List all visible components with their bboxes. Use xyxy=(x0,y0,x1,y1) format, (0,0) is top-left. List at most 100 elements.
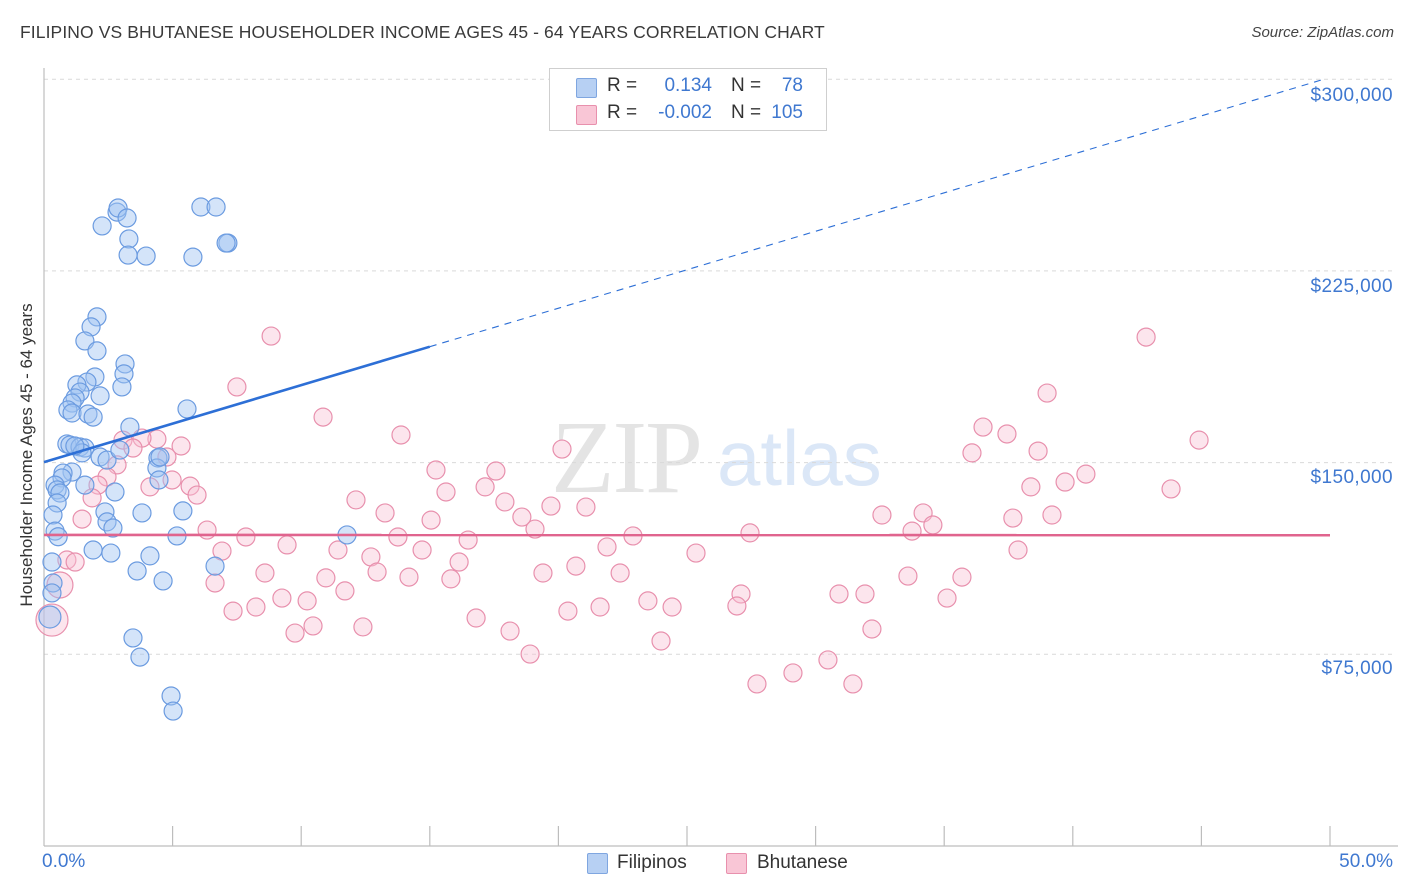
bhutanese-point xyxy=(566,556,586,576)
bhutanese-point xyxy=(747,674,767,694)
bhutanese-point xyxy=(610,563,630,583)
bhutanese-point xyxy=(353,617,373,637)
bhutanese-point xyxy=(328,540,348,560)
filipinos-points xyxy=(38,197,357,721)
bhutanese-point xyxy=(862,619,882,639)
y-tick-label-225000: $225,000 xyxy=(1310,276,1393,297)
bhutanese-point xyxy=(829,584,849,604)
filipinos-point xyxy=(47,480,67,500)
bhutanese-point xyxy=(375,503,395,523)
bhutanese-point xyxy=(872,505,892,525)
legend-r-label: R = xyxy=(607,102,638,123)
filipinos-point xyxy=(42,583,62,603)
bhutanese-point xyxy=(272,588,292,608)
chart-title: FILIPINO VS BHUTANESE HOUSEHOLDER INCOME… xyxy=(20,22,825,42)
filipinos-point xyxy=(103,518,123,538)
filipinos-regression-line xyxy=(43,345,431,464)
bhutanese-point xyxy=(236,527,256,547)
filipinos-point xyxy=(65,388,85,408)
bhutanese-point xyxy=(261,326,281,346)
bhutanese-point xyxy=(197,520,217,540)
filipinos-point xyxy=(117,208,137,228)
filipinos-point xyxy=(136,246,156,266)
bhutanese-point xyxy=(255,563,275,583)
bhutanese-point xyxy=(466,608,486,628)
filipinos-point xyxy=(87,341,107,361)
bhutanese-point xyxy=(1189,430,1209,450)
filipinos-point xyxy=(75,475,95,495)
filipinos-point xyxy=(153,571,173,591)
bhutanese-point xyxy=(973,417,993,437)
bhutanese-point xyxy=(662,597,682,617)
x-max-label: 50.0% xyxy=(1339,851,1393,872)
bhutanese-point xyxy=(388,527,408,547)
filipinos-point xyxy=(62,403,82,423)
filipinos-point xyxy=(87,307,107,327)
filipinos-point xyxy=(112,377,132,397)
bhutanese-point xyxy=(187,485,207,505)
filipinos-point xyxy=(43,505,63,525)
bhutanese-point xyxy=(576,497,596,517)
filipinos-point xyxy=(101,543,121,563)
bhutanese-point xyxy=(1055,472,1075,492)
bhutanese-point xyxy=(590,597,610,617)
filipinos-point xyxy=(48,527,68,547)
legend-r-label: R = xyxy=(607,75,638,96)
bhutanese-point xyxy=(843,674,863,694)
bhutanese-point xyxy=(902,521,922,541)
y-tick-label-75000: $75,000 xyxy=(1321,658,1393,679)
source-label: Source: ZipAtlas.com xyxy=(1251,24,1394,41)
bhutanese-point xyxy=(727,596,747,616)
filipinos-point xyxy=(140,546,160,566)
bhutanese-point xyxy=(1076,464,1096,484)
bhutanese-point xyxy=(552,439,572,459)
filipinos-point xyxy=(38,605,62,629)
bhutanese-point xyxy=(520,644,540,664)
filipinos-point xyxy=(42,552,62,572)
filipinos-point xyxy=(110,440,130,460)
filipinos-point xyxy=(92,216,112,236)
filipinos-point xyxy=(83,407,103,427)
filipinos-point xyxy=(130,647,150,667)
bhutanese-point xyxy=(246,597,266,617)
bhutanese-point xyxy=(65,552,85,572)
bhutanese-point xyxy=(1003,508,1023,528)
bhutanese-point xyxy=(346,490,366,510)
bhutanese-point xyxy=(223,601,243,621)
filipinos-point xyxy=(115,354,135,374)
bhutanese-point xyxy=(486,461,506,481)
bhutanese-point xyxy=(495,492,515,512)
bhutanese-swatch-icon xyxy=(576,105,597,125)
bhutanese-point xyxy=(303,616,323,636)
watermark-atlas: atlas xyxy=(717,414,882,502)
bhutanese-point xyxy=(449,552,469,572)
legend-r-value-bhutanese: -0.002 xyxy=(658,102,712,123)
bhutanese-point xyxy=(500,621,520,641)
filipinos-point xyxy=(119,229,139,249)
bhutanese-point xyxy=(399,567,419,587)
bhutanese-point xyxy=(541,496,561,516)
filipinos-legend-swatch-icon xyxy=(587,853,608,874)
legend-n-value-filipinos: 78 xyxy=(781,75,803,96)
bhutanese-point xyxy=(475,477,495,497)
watermark-zip: ZIP xyxy=(551,400,703,515)
bhutanese-point xyxy=(855,584,875,604)
bhutanese-point xyxy=(558,601,578,621)
filipinos-point xyxy=(123,628,143,648)
filipinos-point xyxy=(118,245,138,265)
bhutanese-point xyxy=(436,482,456,502)
bhutanese-point xyxy=(1021,477,1041,497)
bhutanese-point xyxy=(937,588,957,608)
filipinos-point xyxy=(97,450,117,470)
filipinos-point xyxy=(47,493,67,513)
bhutanese-point xyxy=(441,569,461,589)
filipinos-point xyxy=(147,458,167,478)
bhutanese-point xyxy=(316,568,336,588)
legend-n-value-bhutanese: 105 xyxy=(771,102,803,123)
bhutanese-point xyxy=(997,424,1017,444)
bhutanese-point xyxy=(898,566,918,586)
bhutanese-point xyxy=(426,460,446,480)
bhutanese-point xyxy=(533,563,553,583)
bhutanese-point xyxy=(638,591,658,611)
filipinos-point xyxy=(161,686,181,706)
